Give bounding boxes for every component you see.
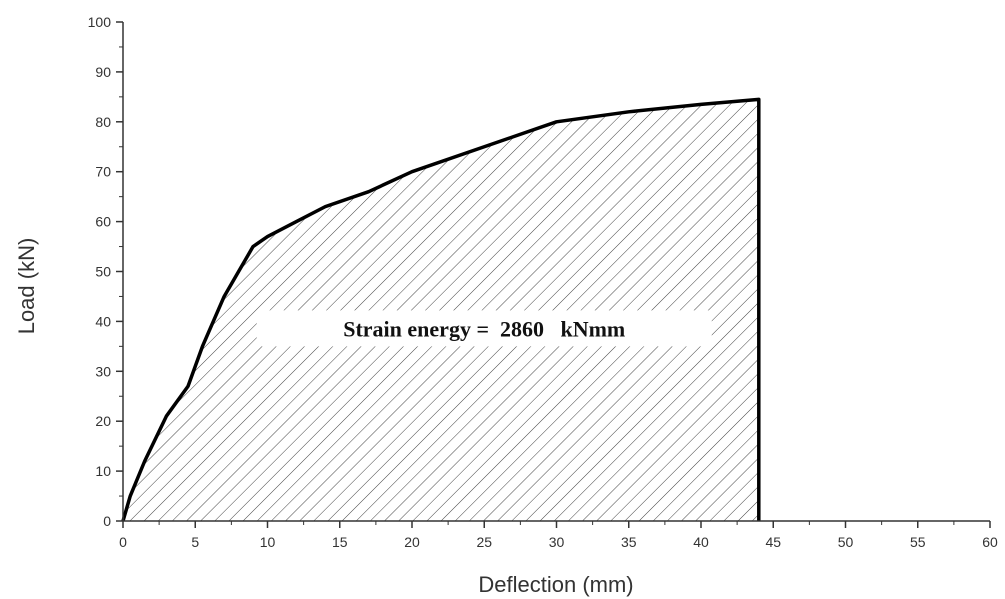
x-tick-label: 10: [260, 534, 276, 550]
x-tick-label: 40: [693, 534, 709, 550]
x-tick-label: 35: [621, 534, 637, 550]
y-tick-label: 80: [95, 114, 111, 130]
plot-area: [121, 97, 761, 522]
y-axis-title: Load (kN): [14, 238, 39, 335]
y-tick-label: 30: [95, 363, 111, 379]
x-tick-label: 25: [476, 534, 492, 550]
x-tick-label: 55: [910, 534, 926, 550]
annotation-background: [256, 310, 712, 347]
y-tick-label: 50: [95, 264, 111, 280]
y-tick-label: 90: [95, 64, 111, 80]
x-tick-label: 5: [191, 534, 199, 550]
x-tick-label: 15: [332, 534, 348, 550]
y-tick-label: 70: [95, 164, 111, 180]
x-axis-title: Deflection (mm): [478, 572, 633, 597]
x-tick-label: 20: [404, 534, 420, 550]
annotation: Strain energy = 2860 kNmm: [256, 310, 712, 347]
x-tick-label: 45: [765, 534, 781, 550]
x-tick-label: 30: [549, 534, 565, 550]
load-deflection-curve: [121, 97, 761, 522]
x-tick-label: 50: [838, 534, 854, 550]
y-tick-label: 20: [95, 413, 111, 429]
strain-energy-label: Strain energy = 2860 kNmm: [343, 316, 625, 341]
y-tick-label: 10: [95, 463, 111, 479]
y-tick-label: 40: [95, 313, 111, 329]
y-tick-label: 0: [103, 513, 111, 529]
y-tick-label: 60: [95, 214, 111, 230]
y-tick-label: 100: [88, 14, 112, 30]
x-tick-label: 0: [119, 534, 127, 550]
x-tick-label: 60: [982, 534, 998, 550]
strain-energy-area: [123, 99, 759, 521]
axes: 0 5 10 15 20 25 30 35 40 45 50 55 60 0 10 20 30 40 50 60 70 8…: [88, 14, 998, 550]
